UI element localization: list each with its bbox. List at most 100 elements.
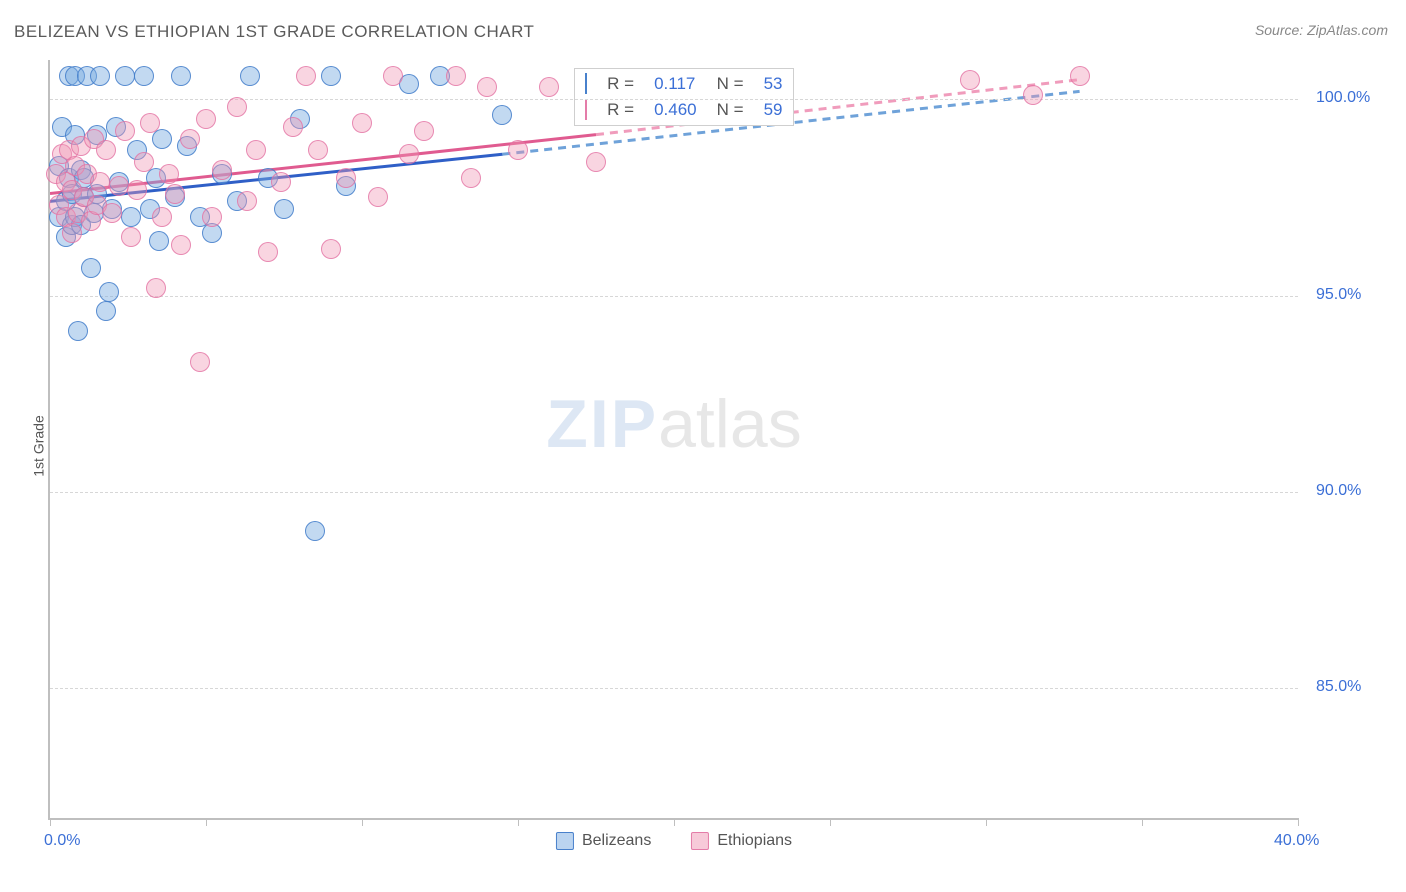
point-belizeans: [274, 199, 294, 219]
correlation-table: R = 0.117 N = 53 R = 0.460 N = 59: [575, 71, 792, 123]
r-value-belizeans: 0.117: [644, 71, 707, 97]
point-ethiopians: [140, 113, 160, 133]
legend-label-belizeans: Belizeans: [582, 832, 651, 849]
point-ethiopians: [190, 352, 210, 372]
point-ethiopians: [152, 207, 172, 227]
x-tick-label: 0.0%: [44, 832, 80, 850]
y-tick-label: 95.0%: [1316, 286, 1361, 304]
point-belizeans: [134, 66, 154, 86]
point-belizeans: [321, 66, 341, 86]
point-belizeans: [90, 66, 110, 86]
point-belizeans: [305, 521, 325, 541]
legend-label-ethiopians: Ethiopians: [717, 832, 792, 849]
chart-container: BELIZEAN VS ETHIOPIAN 1ST GRADE CORRELAT…: [0, 0, 1406, 892]
y-tick-label: 90.0%: [1316, 482, 1361, 500]
r-value-ethiopians: 0.460: [644, 97, 707, 123]
point-belizeans: [171, 66, 191, 86]
point-ethiopians: [258, 242, 278, 262]
point-ethiopians: [180, 129, 200, 149]
regression-lines-layer: [50, 60, 1298, 818]
point-ethiopians: [127, 180, 147, 200]
point-ethiopians: [461, 168, 481, 188]
n-label: N =: [707, 97, 754, 123]
x-tick: [830, 818, 831, 826]
point-ethiopians: [271, 172, 291, 192]
point-ethiopians: [159, 164, 179, 184]
chart-title: BELIZEAN VS ETHIOPIAN 1ST GRADE CORRELAT…: [14, 22, 534, 42]
source-attribution: Source: ZipAtlas.com: [1255, 22, 1388, 38]
point-ethiopians: [165, 184, 185, 204]
x-tick: [986, 818, 987, 826]
point-belizeans: [152, 129, 172, 149]
point-ethiopians: [352, 113, 372, 133]
point-ethiopians: [96, 140, 116, 160]
point-belizeans: [240, 66, 260, 86]
n-value-belizeans: 53: [754, 71, 793, 97]
point-ethiopians: [296, 66, 316, 86]
point-ethiopians: [368, 187, 388, 207]
swatch-blue: [556, 832, 574, 850]
point-belizeans: [121, 207, 141, 227]
point-ethiopians: [202, 207, 222, 227]
source-prefix: Source:: [1255, 22, 1307, 38]
point-ethiopians: [90, 172, 110, 192]
point-ethiopians: [146, 278, 166, 298]
watermark-part2: atlas: [658, 386, 802, 462]
point-ethiopians: [1070, 66, 1090, 86]
x-tick: [50, 818, 51, 826]
point-ethiopians: [383, 66, 403, 86]
swatch-blue: [585, 73, 587, 94]
point-ethiopians: [308, 140, 328, 160]
point-belizeans: [68, 321, 88, 341]
point-ethiopians: [414, 121, 434, 141]
x-tick: [1298, 818, 1299, 826]
point-ethiopians: [115, 121, 135, 141]
point-ethiopians: [227, 97, 247, 117]
point-ethiopians: [62, 223, 82, 243]
r-label: R =: [597, 71, 644, 97]
correlation-row-belizeans: R = 0.117 N = 53: [575, 71, 792, 97]
point-ethiopians: [121, 227, 141, 247]
point-ethiopians: [586, 152, 606, 172]
r-label: R =: [597, 97, 644, 123]
source-name: ZipAtlas.com: [1307, 22, 1388, 38]
point-ethiopians: [196, 109, 216, 129]
point-belizeans: [96, 301, 116, 321]
point-ethiopians: [539, 77, 559, 97]
legend-item-belizeans: Belizeans: [556, 832, 651, 850]
point-ethiopians: [321, 239, 341, 259]
point-ethiopians: [283, 117, 303, 137]
point-belizeans: [149, 231, 169, 251]
series-legend: Belizeans Ethiopians: [556, 832, 792, 850]
point-ethiopians: [171, 235, 191, 255]
point-belizeans: [99, 282, 119, 302]
y-tick-label: 100.0%: [1316, 89, 1370, 107]
point-ethiopians: [508, 140, 528, 160]
point-ethiopians: [246, 140, 266, 160]
point-ethiopians: [336, 168, 356, 188]
swatch-pink: [691, 832, 709, 850]
swatch-cell: [575, 71, 597, 97]
n-label: N =: [707, 71, 754, 97]
point-ethiopians: [237, 191, 257, 211]
point-ethiopians: [102, 203, 122, 223]
point-belizeans: [81, 258, 101, 278]
x-tick: [674, 818, 675, 826]
correlation-legend-box: R = 0.117 N = 53 R = 0.460 N = 59: [574, 68, 793, 126]
gridline-h: [50, 492, 1298, 493]
x-tick: [1142, 818, 1143, 826]
point-ethiopians: [960, 70, 980, 90]
point-ethiopians: [477, 77, 497, 97]
point-ethiopians: [1023, 85, 1043, 105]
point-ethiopians: [399, 144, 419, 164]
point-ethiopians: [109, 176, 129, 196]
y-tick-label: 85.0%: [1316, 678, 1361, 696]
watermark-part1: ZIP: [546, 386, 658, 462]
point-belizeans: [115, 66, 135, 86]
x-tick-label: 40.0%: [1274, 832, 1319, 850]
x-tick: [362, 818, 363, 826]
plot-area: ZIPatlas R = 0.117 N = 53 R = 0.460 N = …: [48, 60, 1298, 820]
watermark: ZIPatlas: [546, 385, 801, 463]
x-tick: [518, 818, 519, 826]
gridline-h: [50, 296, 1298, 297]
